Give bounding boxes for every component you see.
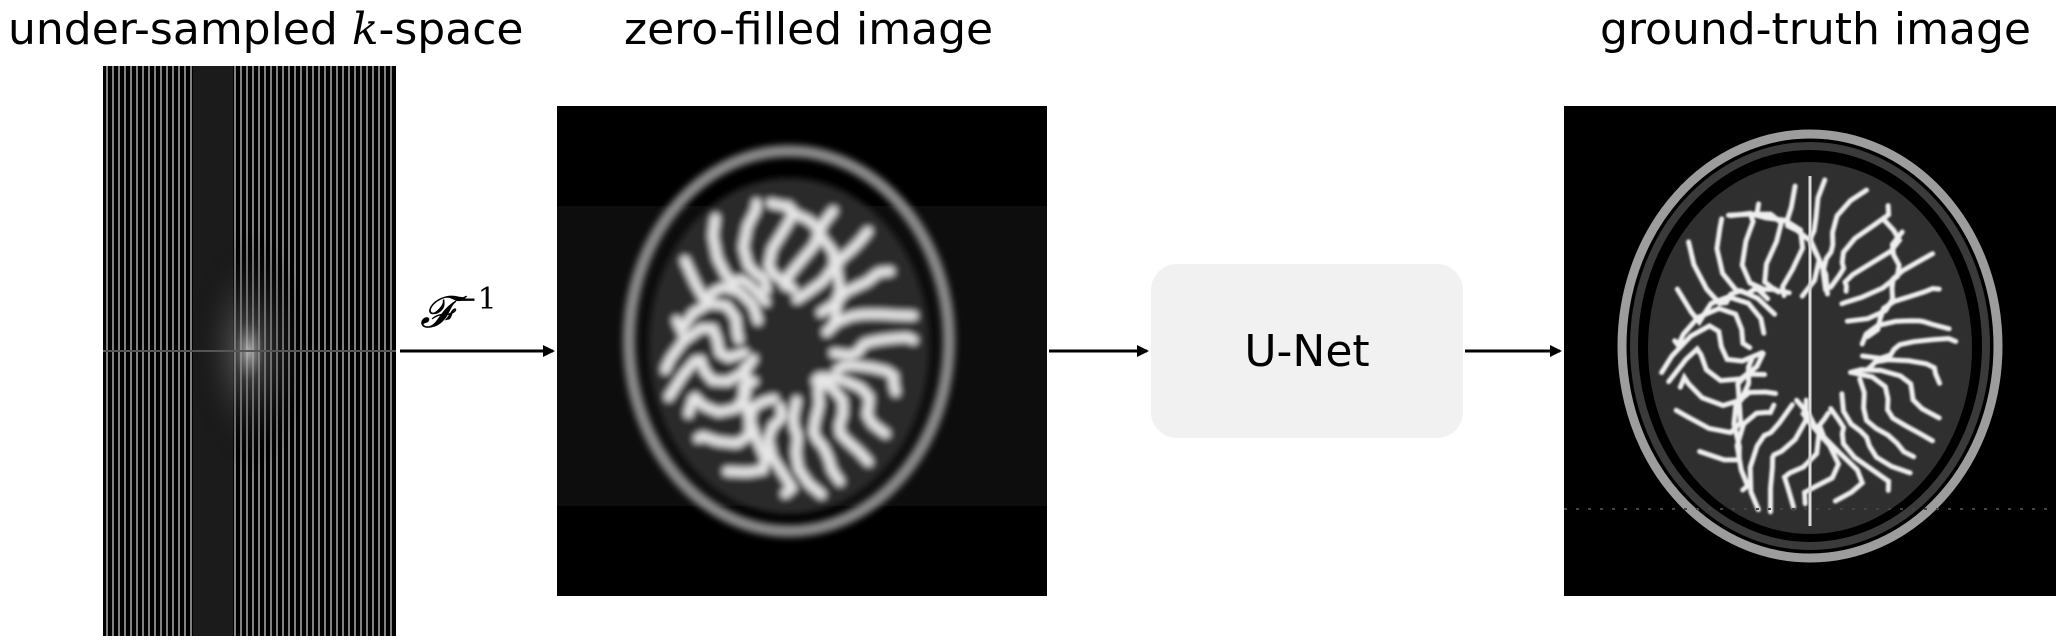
zero-filled-title: zero-filled image	[624, 4, 994, 55]
gyrus-stroke	[1714, 216, 1771, 302]
gyrus-stroke	[808, 384, 845, 487]
gyrus-stroke	[1848, 367, 1942, 421]
gyrus-stroke	[814, 372, 891, 439]
gyrus-stroke	[1686, 239, 1778, 317]
kspace-graphic	[103, 66, 396, 636]
ground-truth-brain	[1564, 106, 2056, 596]
kspace-title-suffix: -space	[378, 4, 524, 55]
gyrus-stroke	[1697, 389, 1779, 463]
zero-filled-image	[557, 106, 1047, 596]
gyrus-stroke	[788, 395, 827, 499]
gyrus-stroke	[722, 394, 779, 477]
gyrus-stroke	[1747, 402, 1795, 513]
gyrus-stroke	[708, 213, 771, 307]
gyrus-stroke	[1816, 410, 1866, 504]
gyrus-stroke	[792, 206, 839, 304]
kspace-image	[103, 66, 396, 636]
gyrus-stroke	[1820, 187, 1869, 293]
inverse-fourier-exponent: −1	[452, 282, 497, 317]
gyrus-stroke	[680, 255, 763, 326]
gyrus-stroke	[1784, 183, 1822, 299]
gyrus-stroke	[664, 354, 758, 402]
kspace-title-prefix: under-sampled	[8, 4, 352, 55]
kspace-title-k: k	[351, 4, 379, 55]
gyrus-stroke	[1842, 216, 1903, 294]
gyrus-stroke	[1859, 318, 1952, 347]
gyrus-stroke	[1865, 357, 1943, 386]
gyrus-stroke	[1768, 397, 1809, 515]
kspace-title: under-sampled k-space	[8, 8, 523, 52]
gyrus-stroke	[1844, 251, 1936, 324]
gyrus-stroke	[1857, 376, 1917, 460]
gyrus-stroke	[1860, 335, 1959, 361]
gyrus-stroke	[832, 360, 901, 397]
gyrus-stroke	[829, 332, 918, 360]
unet-block: U-Net	[1151, 264, 1463, 438]
inverse-fourier-label: 𝓕−1	[420, 282, 497, 338]
gyrus-stroke	[1781, 397, 1822, 510]
gyrus-stroke	[684, 362, 751, 419]
gyrus-stroke	[1828, 406, 1892, 493]
zero-filled-brain	[557, 106, 1047, 596]
inverse-fourier-symbol: 𝓕	[420, 287, 453, 338]
gyrus-stroke	[1666, 345, 1766, 385]
gyrus-stroke	[1734, 402, 1777, 493]
gyrus-stroke	[829, 266, 895, 330]
unet-label: U-Net	[1244, 325, 1370, 377]
gyrus-stroke	[1839, 391, 1913, 476]
gyrus-stroke	[660, 323, 749, 375]
gyrus-stroke	[822, 309, 918, 337]
ground-truth-image	[1564, 106, 2056, 596]
gyrus-stroke	[1672, 305, 1753, 351]
gyrus-stroke	[738, 198, 772, 295]
gyrus-stroke	[811, 376, 873, 467]
gyrus-stroke	[1849, 370, 1935, 444]
ground-truth-title: ground-truth image	[1600, 4, 2031, 55]
gyrus-stroke	[1674, 286, 1767, 336]
